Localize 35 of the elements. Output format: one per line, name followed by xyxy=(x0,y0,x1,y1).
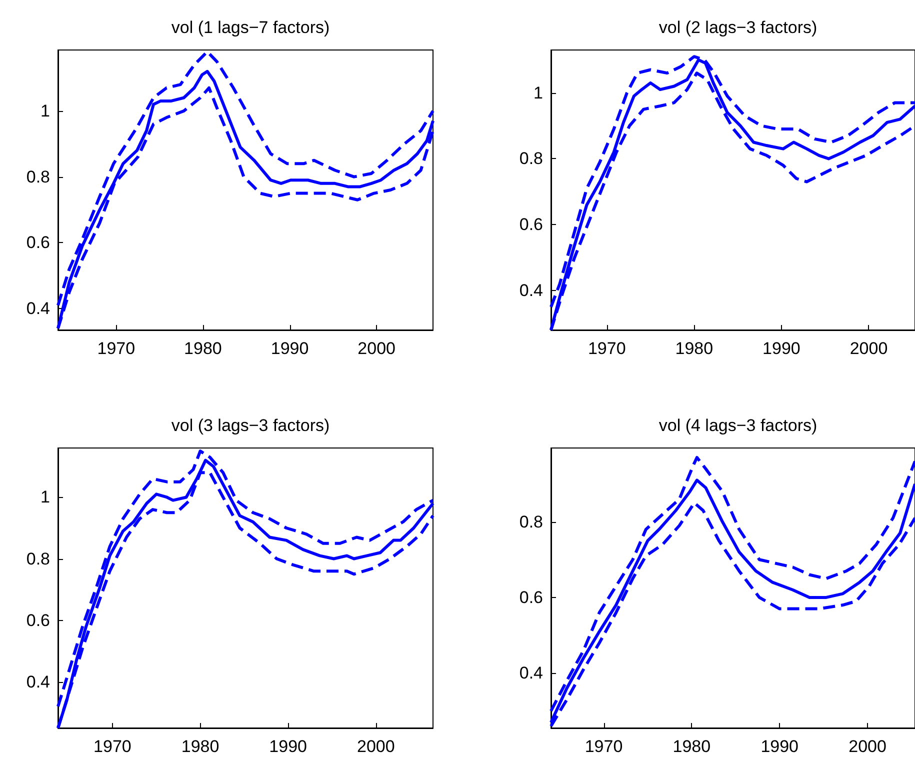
chart-title: vol (2 lags−3 factors) xyxy=(658,18,818,37)
y-tick-label: 0.6 xyxy=(519,588,543,607)
x-tick-label: 1970 xyxy=(97,339,136,358)
x-tick-label: 1990 xyxy=(760,737,799,756)
x-tick-label: 1980 xyxy=(181,737,220,756)
x-tick-label: 2000 xyxy=(358,339,396,358)
y-tick-label: 0.4 xyxy=(519,664,543,683)
x-tick-label: 2000 xyxy=(357,737,395,756)
x-tick-label: 1990 xyxy=(269,737,308,756)
x-tick-label: 2000 xyxy=(850,339,888,358)
x-tick-label: 1980 xyxy=(675,339,714,358)
x-tick-label: 1970 xyxy=(94,737,132,756)
y-tick-label: 0.8 xyxy=(519,512,543,532)
x-tick-label: 1990 xyxy=(270,339,309,358)
chart-title: vol (4 lags−3 factors) xyxy=(658,416,818,435)
y-tick-label: 1 xyxy=(40,488,50,507)
y-tick-label: 1 xyxy=(534,83,543,102)
x-tick-label: 1980 xyxy=(672,737,711,756)
y-tick-label: 0.6 xyxy=(26,610,50,630)
y-tick-label: 0.8 xyxy=(26,167,50,186)
y-tick-label: 0.8 xyxy=(26,549,50,568)
chart-title: vol (1 lags−7 factors) xyxy=(171,18,330,37)
y-tick-label: 0.6 xyxy=(519,215,543,234)
y-tick-label: 0.8 xyxy=(519,149,543,168)
x-tick-label: 1970 xyxy=(584,737,623,756)
x-tick-label: 1970 xyxy=(588,339,626,358)
y-tick-label: 1 xyxy=(40,101,50,120)
y-tick-label: 0.4 xyxy=(26,299,50,318)
x-tick-label: 2000 xyxy=(848,737,886,756)
x-tick-label: 1980 xyxy=(184,339,222,358)
x-tick-label: 1990 xyxy=(762,339,800,358)
chart-title: vol (3 lags−3 factors) xyxy=(171,416,330,435)
y-tick-label: 0.4 xyxy=(519,280,543,300)
y-tick-label: 0.6 xyxy=(26,233,50,252)
y-tick-label: 0.4 xyxy=(26,672,50,692)
